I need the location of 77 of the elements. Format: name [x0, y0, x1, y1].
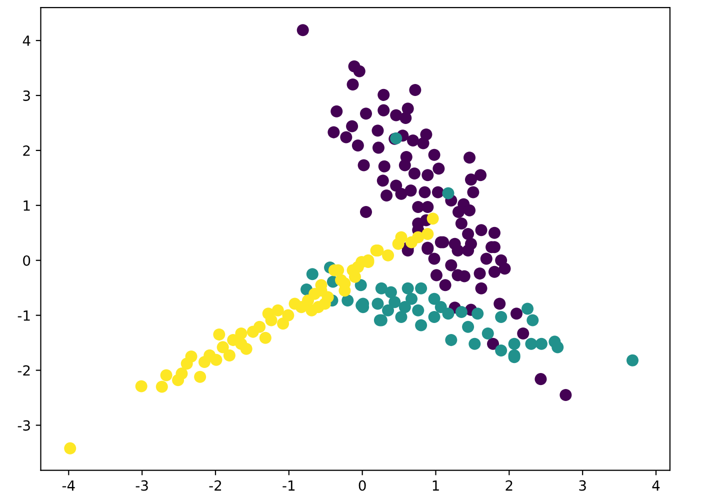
y-tick-label: 2 — [23, 145, 30, 156]
point — [395, 310, 408, 323]
point — [223, 349, 236, 362]
point — [265, 314, 278, 326]
point — [522, 302, 534, 315]
x-tick-label: 0 — [358, 480, 366, 491]
x-tick-label: 3 — [579, 480, 586, 491]
x-tick-label: 4 — [652, 480, 660, 491]
point — [135, 380, 148, 392]
point — [472, 308, 484, 320]
point — [426, 212, 439, 225]
point — [156, 380, 168, 393]
y-tick-label: -3 — [18, 420, 30, 431]
y-tick-label: 1 — [24, 200, 30, 211]
x-tick-label: 1 — [432, 480, 439, 491]
point — [213, 328, 226, 341]
point — [525, 338, 538, 350]
point — [185, 350, 198, 363]
point — [412, 304, 424, 316]
point — [388, 296, 401, 308]
point — [352, 260, 364, 273]
x-tick-label: -1 — [282, 480, 295, 491]
point — [535, 338, 548, 350]
point — [402, 282, 414, 294]
point — [375, 282, 388, 294]
x-tick-label: -2 — [209, 480, 222, 491]
point — [235, 338, 248, 350]
point — [392, 238, 404, 250]
point — [495, 310, 508, 323]
point — [282, 309, 294, 322]
point — [160, 369, 172, 382]
point — [216, 341, 229, 354]
y-tick-label: 4 — [22, 36, 30, 46]
point — [398, 301, 411, 314]
point — [382, 304, 394, 316]
point — [455, 306, 468, 318]
point — [272, 304, 284, 316]
x-tick-label: 2 — [506, 480, 512, 491]
point — [342, 294, 354, 306]
point — [552, 341, 564, 354]
point — [372, 298, 384, 310]
point — [176, 368, 188, 380]
point — [210, 354, 222, 366]
point — [415, 282, 428, 294]
point — [495, 344, 508, 357]
point — [428, 292, 440, 305]
point — [445, 334, 458, 346]
point — [434, 301, 447, 314]
point — [482, 327, 494, 340]
y-tick-label: 0 — [23, 255, 30, 266]
point — [354, 279, 367, 292]
point — [428, 310, 440, 323]
point — [462, 320, 474, 333]
y-tick-label: 3 — [23, 90, 30, 101]
point — [318, 298, 331, 310]
point — [259, 332, 272, 344]
point — [415, 319, 428, 332]
point — [64, 442, 76, 454]
point — [382, 249, 394, 262]
point — [306, 268, 318, 280]
point — [406, 292, 418, 305]
point — [384, 286, 397, 298]
point — [526, 314, 539, 326]
point — [442, 187, 454, 200]
point — [406, 236, 418, 248]
point — [626, 354, 639, 366]
y-tick-label: -2 — [18, 365, 30, 376]
point — [254, 320, 266, 333]
y-tick-label: -1 — [18, 310, 30, 321]
x-tick-label: -4 — [62, 480, 75, 491]
x-tick-label: -3 — [136, 480, 148, 491]
point — [442, 308, 454, 320]
point — [235, 327, 248, 340]
point — [422, 228, 434, 240]
point — [194, 370, 206, 383]
point — [468, 338, 481, 350]
point — [508, 338, 520, 350]
